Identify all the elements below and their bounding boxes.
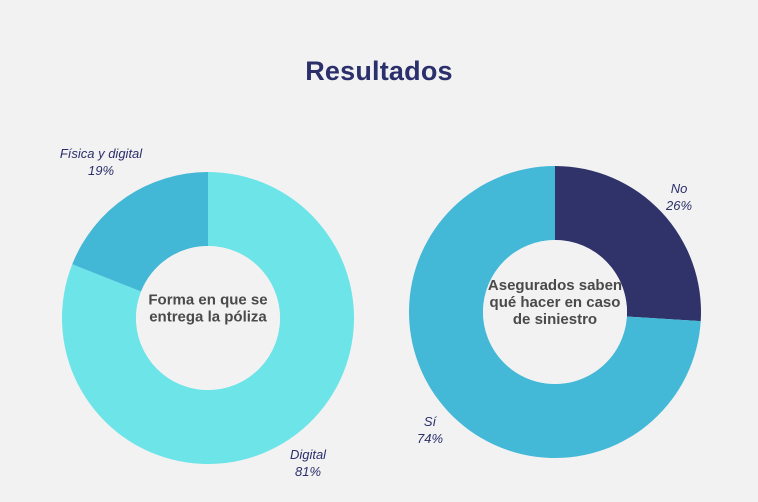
donut-center-label: Asegurados saben [488,277,622,294]
donut-slice-digital [61,172,355,465]
donut-center-label: de siniestro [513,311,597,328]
slice-label-fisica-y-digital: Física y digital [60,146,143,161]
slice-label-digital: Digital [290,447,327,462]
donut-slice-no [555,166,701,322]
donut-slice-si [408,166,701,458]
slice-value-no: 26% [665,198,692,213]
slice-value-fisica-y-digital: 19% [88,163,114,178]
slice-value-digital: 81% [295,464,321,479]
slice-value-si: 74% [417,431,443,446]
slice-label-si: Sí [424,414,438,429]
donut-center-label: Forma en que se [148,292,267,309]
donut-slice-fisica-y-digital [72,172,209,292]
slice-label-no: No [671,181,688,196]
donut-center-label: entrega la póliza [149,309,267,326]
donut-center-label: qué hacer en caso [490,294,621,311]
donut-hole [483,240,627,384]
page-title: Resultados [305,56,453,86]
donut-hole [136,246,280,390]
